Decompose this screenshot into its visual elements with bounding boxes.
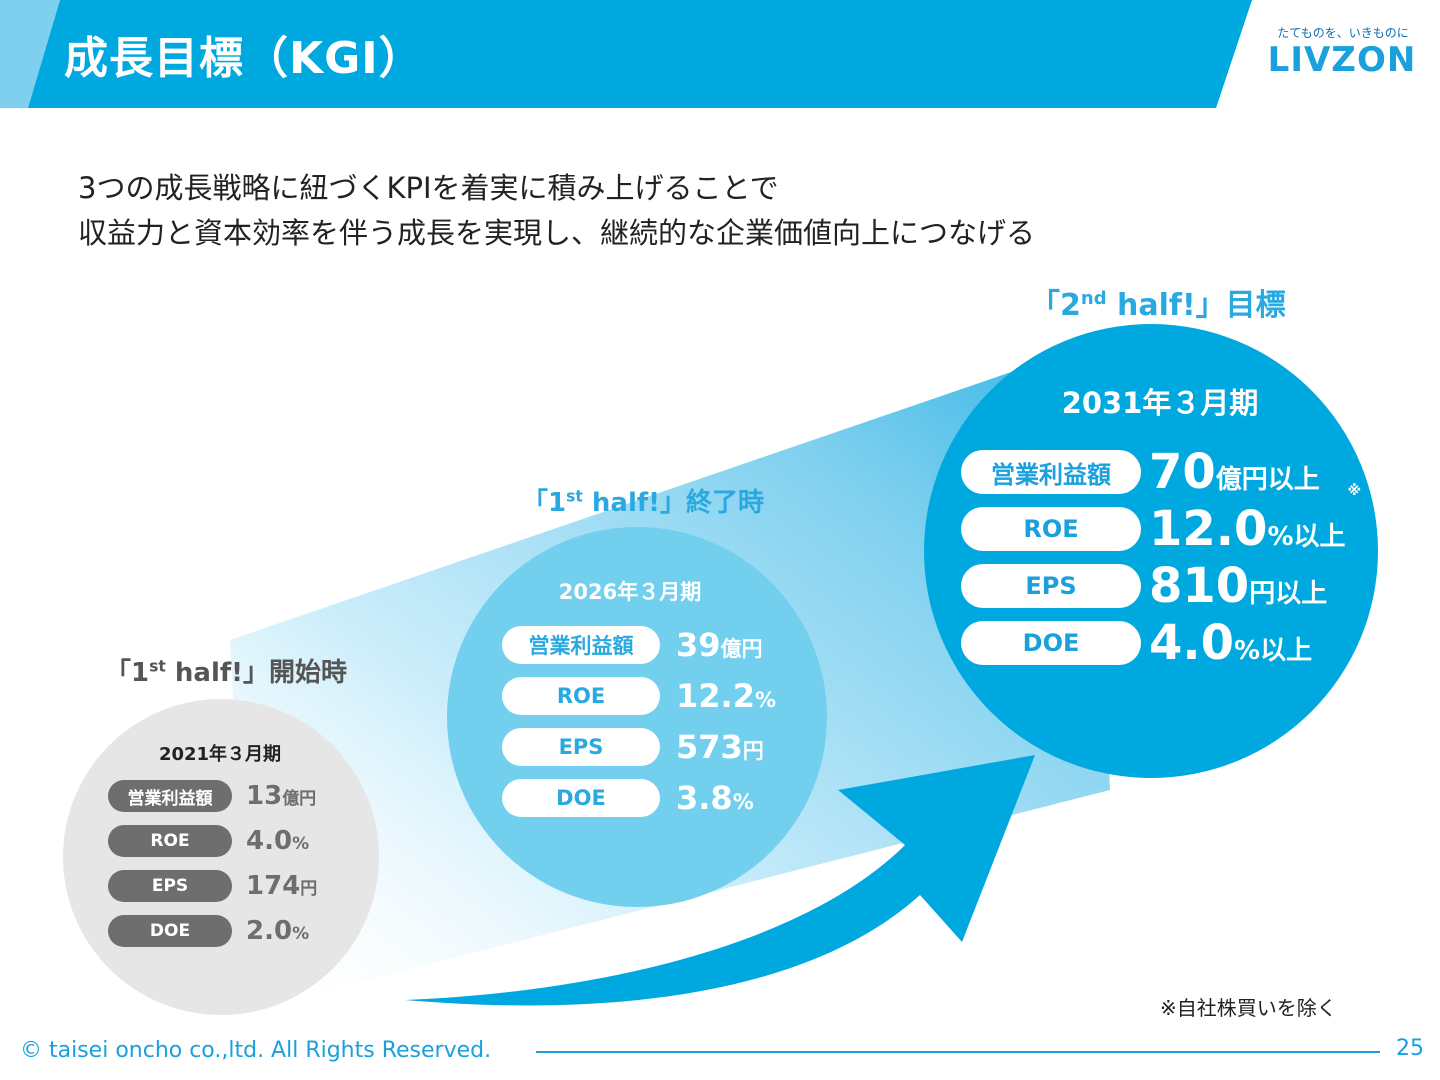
metric-label: ROE [108, 825, 232, 857]
label-2nd-half-goal: 「2nd half!」目標 [1030, 288, 1286, 323]
period-2021: 2021年３月期 [158, 744, 282, 765]
metric-value: 174円 [246, 871, 318, 901]
metric-value: 39億円 [676, 626, 763, 664]
metric-label: DOE [108, 915, 232, 947]
metric-value: 3.8% [676, 779, 754, 817]
metric-row: ROE 12.0%以上※ [961, 483, 1362, 557]
logo-tagline: たてものを、いきものに [1277, 26, 1409, 40]
metric-row: ROE 4.0% [108, 825, 309, 857]
metric-value: 12.0%以上※ [1149, 483, 1362, 557]
page-number: 25 [1396, 1036, 1424, 1061]
header-bar [0, 0, 1252, 108]
metric-value: 810円以上 [1149, 558, 1328, 614]
metric-row: 営業利益額 70億円以上 [961, 444, 1322, 500]
metric-value: 12.2% [676, 677, 776, 715]
metric-label: 営業利益額 [961, 450, 1141, 494]
metric-row: DOE 2.0% [108, 915, 309, 947]
metric-value: 573円 [676, 728, 764, 766]
metric-row: EPS 174円 [108, 870, 317, 902]
copyright: © taisei oncho co.,ltd. All Rights Reser… [20, 1038, 492, 1063]
footnote: ※自社株買いを除く [1160, 996, 1337, 1020]
metric-label: EPS [108, 870, 232, 902]
period-2031: 2031年３月期 [1061, 386, 1259, 420]
metric-label: 営業利益額 [108, 780, 232, 812]
metric-label: DOE [961, 621, 1141, 665]
metric-value: 4.0% [246, 826, 310, 856]
metric-label: DOE [502, 779, 660, 817]
label-1st-half-start: 「1st half!」開始時 [105, 657, 348, 688]
metric-value: 70億円以上 [1149, 444, 1320, 500]
label-1st-half-end: 「1st half!」終了時 [522, 487, 765, 518]
metric-row: DOE 3.8% [502, 779, 754, 817]
footer-divider [536, 1051, 1380, 1053]
livzon-logo: LIVZON [1267, 40, 1417, 80]
period-2026: 2026年３月期 [558, 580, 702, 604]
metric-value: 13億円 [246, 781, 317, 811]
intro-line-2: 収益力と資本効率を伴う成長を実現し、継続的な企業価値向上につなげる [78, 216, 1036, 250]
metric-label: ROE [502, 677, 660, 715]
metric-label: EPS [961, 564, 1141, 608]
footnote-mark: ※ [1347, 483, 1362, 499]
metric-label: 営業利益額 [502, 626, 660, 664]
metric-row: 営業利益額 13億円 [108, 780, 316, 812]
metric-value: 4.0%以上 [1149, 615, 1313, 671]
page-title: 成長目標（KGI） [64, 33, 424, 84]
metric-row: DOE 4.0%以上 [961, 615, 1314, 671]
metric-row: 営業利益額 39億円 [502, 626, 763, 664]
metric-row: EPS 810円以上 [961, 558, 1329, 614]
metric-label: EPS [502, 728, 660, 766]
metric-row: EPS 573円 [502, 728, 764, 766]
growth-arrow [405, 755, 1035, 1006]
intro-line-1: 3つの成長戦略に紐づくKPIを着実に積み上げることで [78, 171, 779, 205]
metric-label: ROE [961, 507, 1141, 551]
metric-row: ROE 12.2% [502, 677, 776, 715]
metric-value: 2.0% [246, 916, 310, 946]
